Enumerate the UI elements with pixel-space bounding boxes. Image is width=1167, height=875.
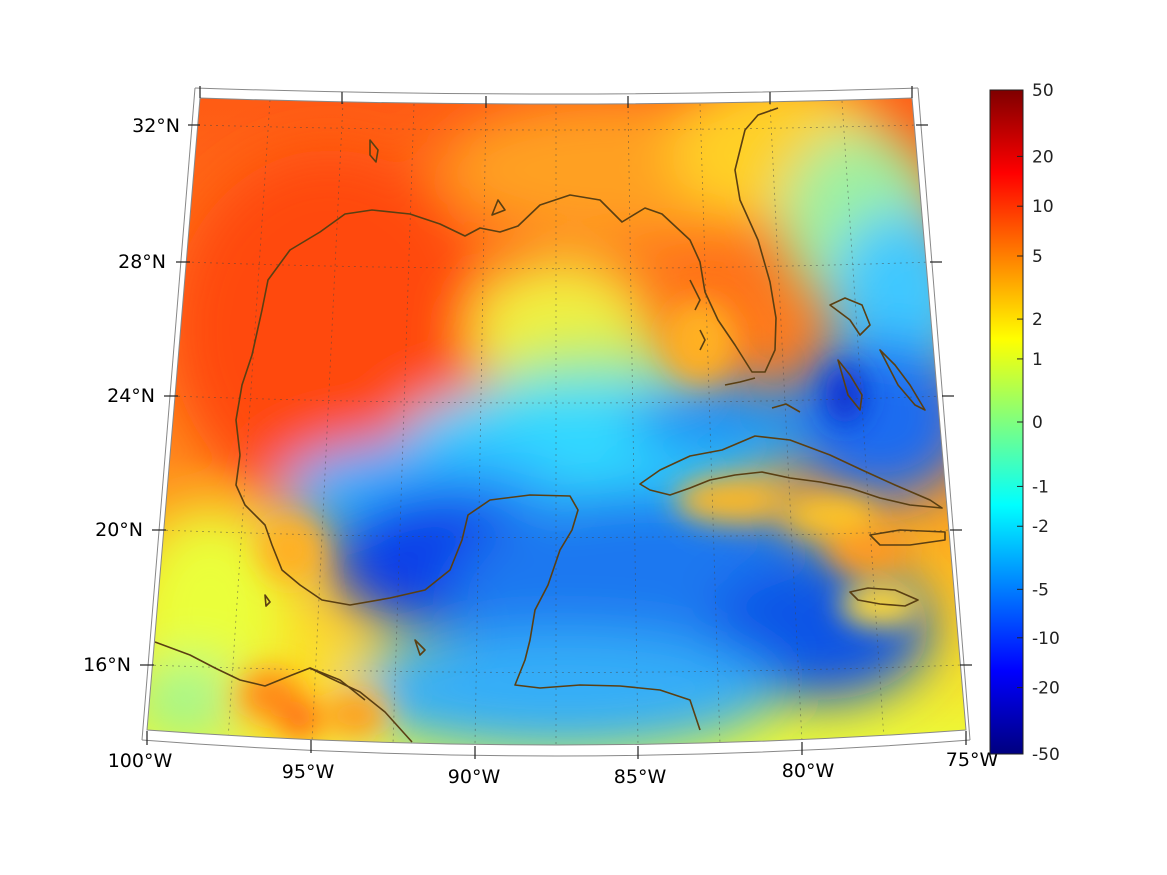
colorbar-tick-label: -5 (1032, 580, 1049, 600)
lon-label-80: 80°W (782, 760, 835, 782)
colorbar-tick-label: 20 (1032, 147, 1054, 167)
graticule (147, 99, 963, 745)
colorbar-tick-label: -2 (1032, 517, 1049, 537)
colorbar-tick-label: -1 (1032, 477, 1049, 497)
frame-ticks (140, 86, 972, 759)
colorbar-tick-label: -50 (1032, 745, 1060, 765)
lat-label-20: 20°N (95, 519, 143, 541)
colorbar-tick-label: 5 (1032, 247, 1043, 267)
lon-label-90: 90°W (448, 766, 501, 788)
coastlines (154, 107, 946, 743)
colorbar-tick-label: -10 (1032, 629, 1060, 649)
latitude-labels: 32°N 28°N 24°N 20°N 16°N (83, 115, 180, 676)
colorbar-tick-label: 10 (1032, 197, 1054, 217)
colorbar-tick-label: 1 (1032, 350, 1043, 370)
lat-label-28: 28°N (118, 251, 166, 273)
lat-label-24: 24°N (107, 385, 155, 407)
lon-label-95: 95°W (282, 761, 335, 783)
colorbar-tick-label: -20 (1032, 679, 1060, 699)
map-frame (146, 97, 967, 746)
lon-label-85: 85°W (614, 766, 667, 788)
colorbar-tick-label: 2 (1032, 310, 1043, 330)
lon-label-75: 75°W (946, 749, 999, 771)
lat-label-16: 16°N (83, 654, 131, 676)
colorbar-tick-label: 50 (1032, 81, 1054, 101)
colorbar-tick-label: 0 (1032, 413, 1043, 433)
lon-label-100: 100°W (108, 750, 173, 772)
longitude-labels: 100°W 95°W 90°W 85°W 80°W 75°W (108, 749, 999, 788)
lat-label-32: 32°N (132, 115, 180, 137)
map-field (147, 98, 966, 745)
